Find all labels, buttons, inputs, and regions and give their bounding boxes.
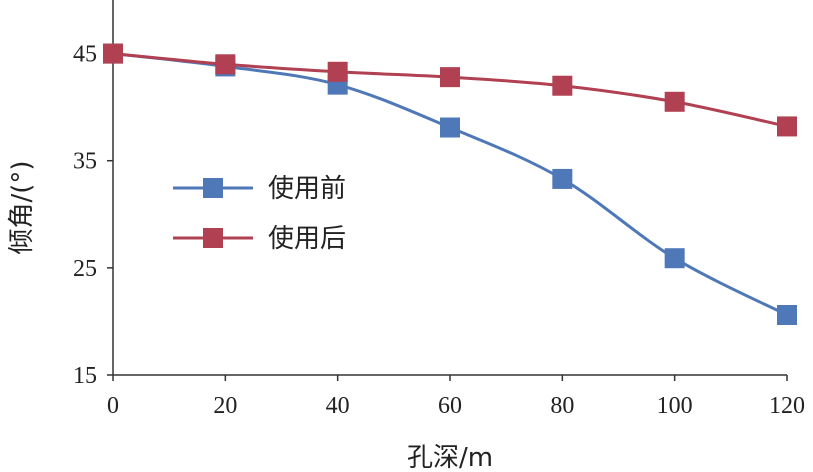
x-tick-label: 40 xyxy=(326,393,350,419)
series-line-1 xyxy=(112,52,788,128)
legend-marker-0 xyxy=(203,178,223,198)
x-tick-label: 20 xyxy=(213,393,237,419)
legend: 使用前 使用后 xyxy=(173,174,346,254)
data-point-1-4 xyxy=(552,75,573,96)
data-point-1-1 xyxy=(215,54,236,75)
series-layer xyxy=(103,43,797,325)
legend-item-0: 使用前 xyxy=(173,174,346,204)
y-tick-label: 15 xyxy=(73,363,97,389)
data-point-0-4 xyxy=(552,168,573,189)
series-1 xyxy=(103,43,797,137)
data-point-1-0 xyxy=(103,43,123,64)
x-tick-label: 80 xyxy=(550,393,574,419)
data-point-1-2 xyxy=(327,61,348,82)
data-point-0-5 xyxy=(664,248,685,269)
x-tick-label: 100 xyxy=(657,393,693,419)
y-axis-label: 倾角/(°) xyxy=(7,160,37,254)
x-tick-label: 120 xyxy=(769,393,805,419)
y-tick-label: 35 xyxy=(73,149,97,175)
x-axis-label: 孔深/m xyxy=(407,443,493,472)
data-point-0-3 xyxy=(440,117,460,138)
x-tick-label: 0 xyxy=(107,393,119,419)
legend-item-1: 使用后 xyxy=(173,224,346,254)
y-tick-label: 25 xyxy=(73,256,97,282)
data-point-1-3 xyxy=(440,67,460,88)
data-point-0-6 xyxy=(777,305,797,325)
legend-label-0: 使用前 xyxy=(268,174,346,204)
y-tick-label: 45 xyxy=(73,42,97,68)
x-tick-label: 60 xyxy=(438,393,462,419)
data-point-1-6 xyxy=(777,116,797,137)
legend-marker-1 xyxy=(203,228,223,248)
data-point-1-5 xyxy=(664,91,685,112)
y-ticks: 15 25 35 45 xyxy=(73,42,113,389)
legend-label-1: 使用后 xyxy=(268,224,346,254)
x-ticks: 0 20 40 60 80 100 120 xyxy=(107,375,805,419)
